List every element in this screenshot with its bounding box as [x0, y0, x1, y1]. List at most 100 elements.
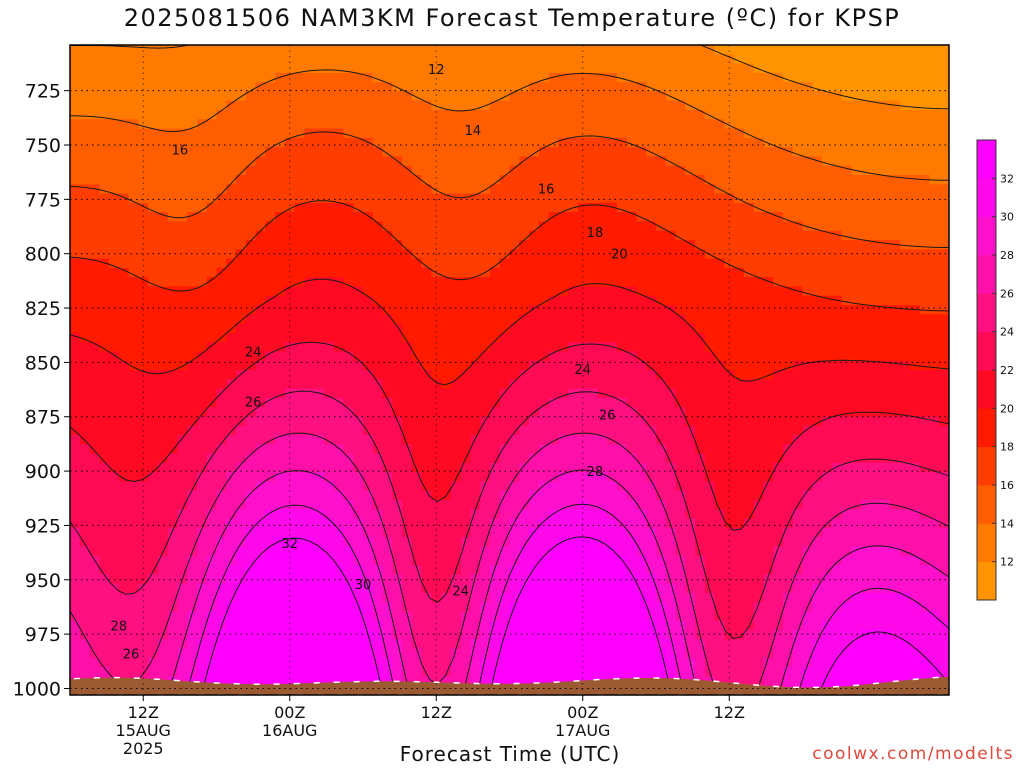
temperature-cell [109, 314, 120, 325]
temperature-cell [118, 314, 130, 325]
temperature-cell [519, 574, 530, 585]
temperature-cell [656, 481, 667, 492]
temperature-cell [275, 128, 286, 139]
temperature-cell [587, 611, 598, 622]
temperature-cell [372, 332, 384, 343]
temperature-cell [411, 425, 423, 436]
temperature-cell [607, 397, 618, 408]
temperature-cell [743, 407, 755, 417]
temperature-cell [118, 295, 130, 306]
temperature-cell [363, 91, 374, 102]
temperature-cell [431, 323, 442, 334]
temperature-cell [167, 332, 179, 343]
temperature-cell [206, 639, 218, 650]
temperature-cell [109, 342, 120, 352]
temperature-cell [197, 342, 208, 352]
temperature-cell [148, 156, 159, 167]
temperature-cell [460, 620, 472, 631]
temperature-cell [568, 147, 579, 157]
temperature-cell [597, 657, 608, 668]
temperature-cell [99, 137, 110, 148]
temperature-cell [382, 518, 393, 529]
temperature-cell [372, 258, 384, 269]
temperature-cell [548, 165, 559, 176]
temperature-cell [363, 137, 374, 148]
temperature-cell [685, 286, 696, 297]
temperature-cell [99, 518, 110, 529]
temperature-cell [255, 360, 266, 371]
temperature-cell [460, 648, 472, 659]
temperature-cell [626, 546, 638, 557]
temperature-cell [99, 45, 110, 55]
temperature-cell [480, 620, 491, 631]
temperature-cell [392, 518, 403, 529]
temperature-cell [636, 156, 647, 167]
temperature-cell [109, 555, 120, 566]
temperature-cell [558, 63, 569, 74]
temperature-cell [236, 453, 247, 464]
temperature-cell [714, 602, 725, 612]
temperature-cell [460, 110, 472, 120]
temperature-cell [704, 314, 716, 325]
temperature-cell [675, 147, 686, 157]
temperature-cell [509, 100, 520, 111]
temperature-cell [411, 165, 423, 176]
temperature-cell [421, 565, 432, 575]
temperature-cell [216, 277, 227, 287]
temperature-cell [275, 202, 286, 213]
temperature-cell [206, 444, 218, 455]
temperature-cell [314, 546, 325, 557]
temperature-cell [392, 537, 403, 547]
temperature-cell [753, 212, 765, 222]
temperature-cell [587, 555, 598, 566]
temperature-cell [333, 500, 345, 510]
temperature-cell [294, 574, 305, 585]
temperature-cell [70, 249, 81, 260]
temperature-cell [187, 648, 198, 659]
temperature-cell [255, 388, 266, 399]
temperature-cell [70, 342, 81, 352]
temperature-cell [724, 370, 735, 380]
temperature-cell [99, 639, 110, 650]
temperature-cell [206, 267, 218, 278]
temperature-cell [265, 546, 276, 557]
temperature-cell [79, 602, 91, 612]
temperature-cell [353, 249, 364, 260]
temperature-cell [363, 667, 374, 677]
temperature-cell [79, 110, 91, 120]
temperature-cell [724, 72, 735, 83]
temperature-cell [421, 258, 432, 269]
temperature-cell [128, 249, 139, 260]
temperature-cell [460, 193, 472, 204]
temperature-cell [109, 249, 120, 260]
temperature-cell [304, 230, 315, 241]
temperature-cell [197, 490, 208, 501]
temperature-cell [480, 518, 491, 529]
temperature-cell [382, 45, 393, 55]
temperature-cell [255, 444, 266, 455]
temperature-cell [79, 91, 91, 102]
temperature-cell [616, 667, 628, 677]
temperature-cell [665, 407, 677, 417]
temperature-cell [441, 388, 452, 399]
temperature-cell [734, 249, 745, 260]
temperature-cell [167, 128, 179, 139]
temperature-cell [323, 379, 335, 390]
temperature-cell [441, 537, 452, 547]
temperature-cell [265, 388, 276, 399]
temperature-cell [460, 397, 472, 408]
temperature-cell [236, 481, 247, 492]
temperature-cell [548, 500, 559, 510]
temperature-cell [118, 444, 130, 455]
temperature-cell [714, 425, 725, 436]
temperature-cell [382, 342, 393, 352]
temperature-cell [284, 267, 296, 278]
temperature-cell [753, 314, 765, 325]
temperature-cell [177, 82, 188, 92]
temperature-cell [616, 277, 628, 287]
temperature-cell [157, 156, 169, 167]
temperature-cell [402, 267, 413, 278]
temperature-cell [626, 63, 638, 74]
temperature-cell [148, 267, 159, 278]
temperature-cell [177, 342, 188, 352]
